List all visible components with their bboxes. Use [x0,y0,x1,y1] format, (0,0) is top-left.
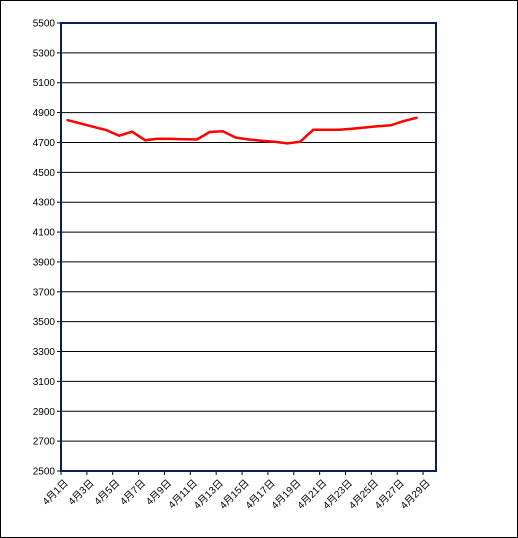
data-point [402,119,405,123]
data-point [247,138,250,141]
gridlines [61,52,436,442]
plot-area [60,22,437,472]
plot-border [60,22,437,472]
data-point [311,128,315,131]
data-point [234,136,237,139]
data-point [92,125,95,128]
y-tick-label: 2700 [33,437,56,448]
y-tick-label: 5500 [33,19,56,30]
data-point [79,122,82,125]
series-layer [66,116,418,145]
y-axis-ticks: 2500 2700 2900 3100 3300 3500 3700 3900 4100 4300… [33,19,61,478]
y-tick-label: 4900 [33,108,56,119]
y-tick-label: 5100 [33,78,56,89]
data-point [350,127,354,130]
data-point [130,130,134,133]
data-point [182,137,186,141]
y-tick-label: 4100 [33,228,56,239]
data-point [169,137,173,141]
data-point [156,137,160,140]
data-point [376,125,380,128]
y-tick-label: 2900 [33,407,56,418]
data-point [105,128,108,132]
x-tick-label: 4月1日 [40,477,70,507]
y-tick-label: 4500 [33,168,56,179]
y-tick-label: 3500 [33,317,56,328]
data-point [415,116,418,120]
data-point [324,128,328,131]
data-point [337,128,341,131]
y-tick-label: 4300 [33,198,56,209]
data-point [66,118,69,122]
y-tick-label: 5300 [33,48,56,59]
x-tick-label: 4月5日 [92,477,122,507]
y-tick-label: 2500 [33,467,56,478]
data-point [195,138,198,141]
y-tick-label: 4700 [33,138,56,149]
y-tick-label: 3900 [33,257,56,268]
data-point [117,134,121,137]
data-point [389,124,392,127]
x-axis-ticks: 4月1日4月3日4月5日4月7日4月9日4月11日4月13日4月15日4月17日… [40,471,433,512]
data-point [208,130,211,134]
data-point [286,142,289,145]
x-tick-label: 4月7日 [118,477,148,507]
y-tick-label: 3300 [33,347,56,358]
data-point [363,126,367,129]
data-point [221,130,224,133]
x-tick-label: 4月3日 [66,477,96,507]
data-point [299,140,302,143]
y-tick-label: 3700 [33,287,56,298]
series-line [67,116,417,145]
y-tick-label: 3100 [33,377,56,388]
data-point [273,140,276,143]
data-point [260,139,263,142]
data-point [143,139,147,142]
